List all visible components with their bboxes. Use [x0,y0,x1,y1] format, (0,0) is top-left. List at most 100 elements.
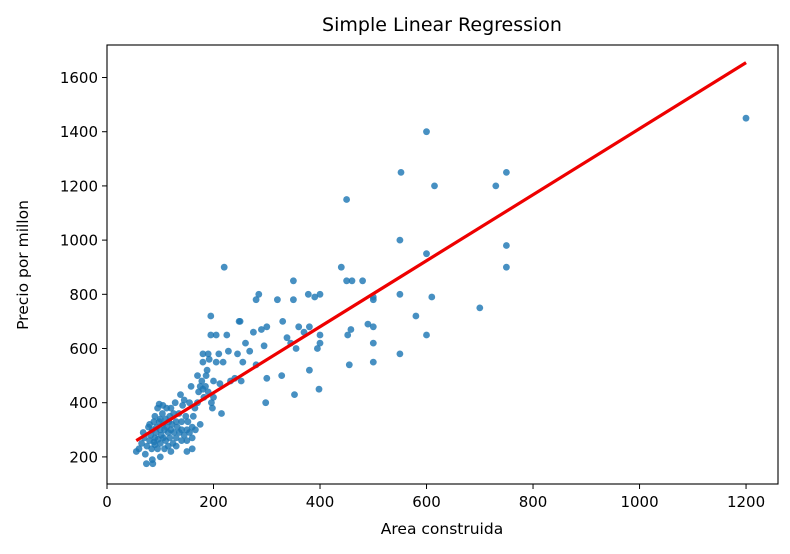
scatter-point [208,399,215,407]
x-tick-label: 1200 [727,493,765,511]
scatter-point [278,372,286,379]
scatter-point [207,331,215,339]
x-tick-label: 400 [306,493,335,511]
scatter-point [428,293,436,301]
scatter-point [210,377,217,385]
scatter-point [150,418,158,426]
scatter-point [423,331,430,339]
plot-area: 0 200 400 600 800 1000 1200 200 400 600 800 1000 12… [60,44,779,511]
scatter-point [154,445,162,453]
scatter-point [503,242,510,249]
scatter-point [396,290,404,298]
scatter-point [219,358,227,366]
scatter-point [199,358,207,366]
scatter-point [255,290,263,298]
scatter-point [492,182,500,190]
scatter-point [188,445,196,453]
scatter-point [347,326,355,333]
x-axis-label: Area construida [381,520,503,538]
x-tick-label: 800 [519,493,548,511]
x-axis-ticks: 0 200 400 600 800 1000 1200 [102,484,765,511]
scatter-point [151,412,159,420]
scatter-point [306,323,313,331]
scatter-point [423,250,430,258]
scatter-point [503,169,510,176]
scatter-point [236,318,244,325]
scatter-point [316,331,324,339]
scatter-point [172,418,180,426]
scatter-point [742,114,750,122]
scatter-point [279,318,287,325]
scatter-point [177,391,184,398]
scatter-point [250,328,257,336]
scatter-point [187,383,195,390]
scatter-point [188,434,196,442]
x-tick-label: 0 [102,493,112,511]
scatter-point [170,429,178,436]
scatter-point [290,296,297,304]
scatter-point [315,385,323,393]
scatter-point [166,434,174,442]
scatter-point [348,277,356,285]
scatter-point [203,366,211,374]
y-axis-label: Precio por millon [14,200,32,330]
scatter-point [189,412,197,420]
scatter-point [172,434,180,442]
scatter-point [199,350,207,358]
y-tick-label: 400 [69,394,98,412]
scatter-point [260,342,268,350]
scatter-point [196,421,204,428]
scatter-point [283,334,291,342]
scatter-point [149,460,157,468]
scatter-point [220,263,228,271]
scatter-point [186,429,193,436]
scatter-point [159,410,166,417]
scatter-point [369,358,377,366]
scatter-point [345,361,353,369]
scatter-point [180,396,188,404]
scatter-point [184,418,192,426]
scatter-point [207,312,215,320]
y-tick-label: 1400 [60,123,98,141]
scatter-point [198,377,206,385]
scatter-point [274,296,281,304]
scatter-point [316,290,324,298]
scatter-point [182,412,190,420]
scatter-point [204,350,212,358]
scatter-point [239,358,247,366]
scatter-point [396,350,404,358]
scatter-point [192,426,199,434]
x-tick-label: 1000 [620,493,658,511]
scatter-point [216,380,224,388]
scatter-point [291,391,298,398]
scatter-point [156,440,164,447]
scatter-point [242,339,249,347]
scatter-point [258,326,265,333]
scatter-point [225,347,232,355]
scatter-point [234,350,241,358]
scatter-point [183,448,191,455]
regression-line [135,61,747,443]
scatter-point [295,323,303,331]
scatter-point [141,450,149,458]
scatter-point [178,426,186,434]
regression-line-group [135,61,747,443]
scatter-point [369,323,377,331]
scatter-point [476,304,484,312]
scatter-points [132,114,750,468]
scatter-point [202,383,209,390]
scatter-point [314,345,321,352]
scatter-point [167,404,175,412]
scatter-point [292,345,300,352]
scatter-point [156,415,164,423]
y-tick-label: 800 [69,286,98,304]
scatter-point [179,402,187,409]
scatter-point [178,437,186,444]
scatter-point [218,410,225,417]
scatter-point [369,339,377,347]
scatter-point [503,263,510,271]
scatter-point [263,374,271,382]
scatter-point [290,277,297,285]
y-tick-label: 1600 [60,69,98,87]
